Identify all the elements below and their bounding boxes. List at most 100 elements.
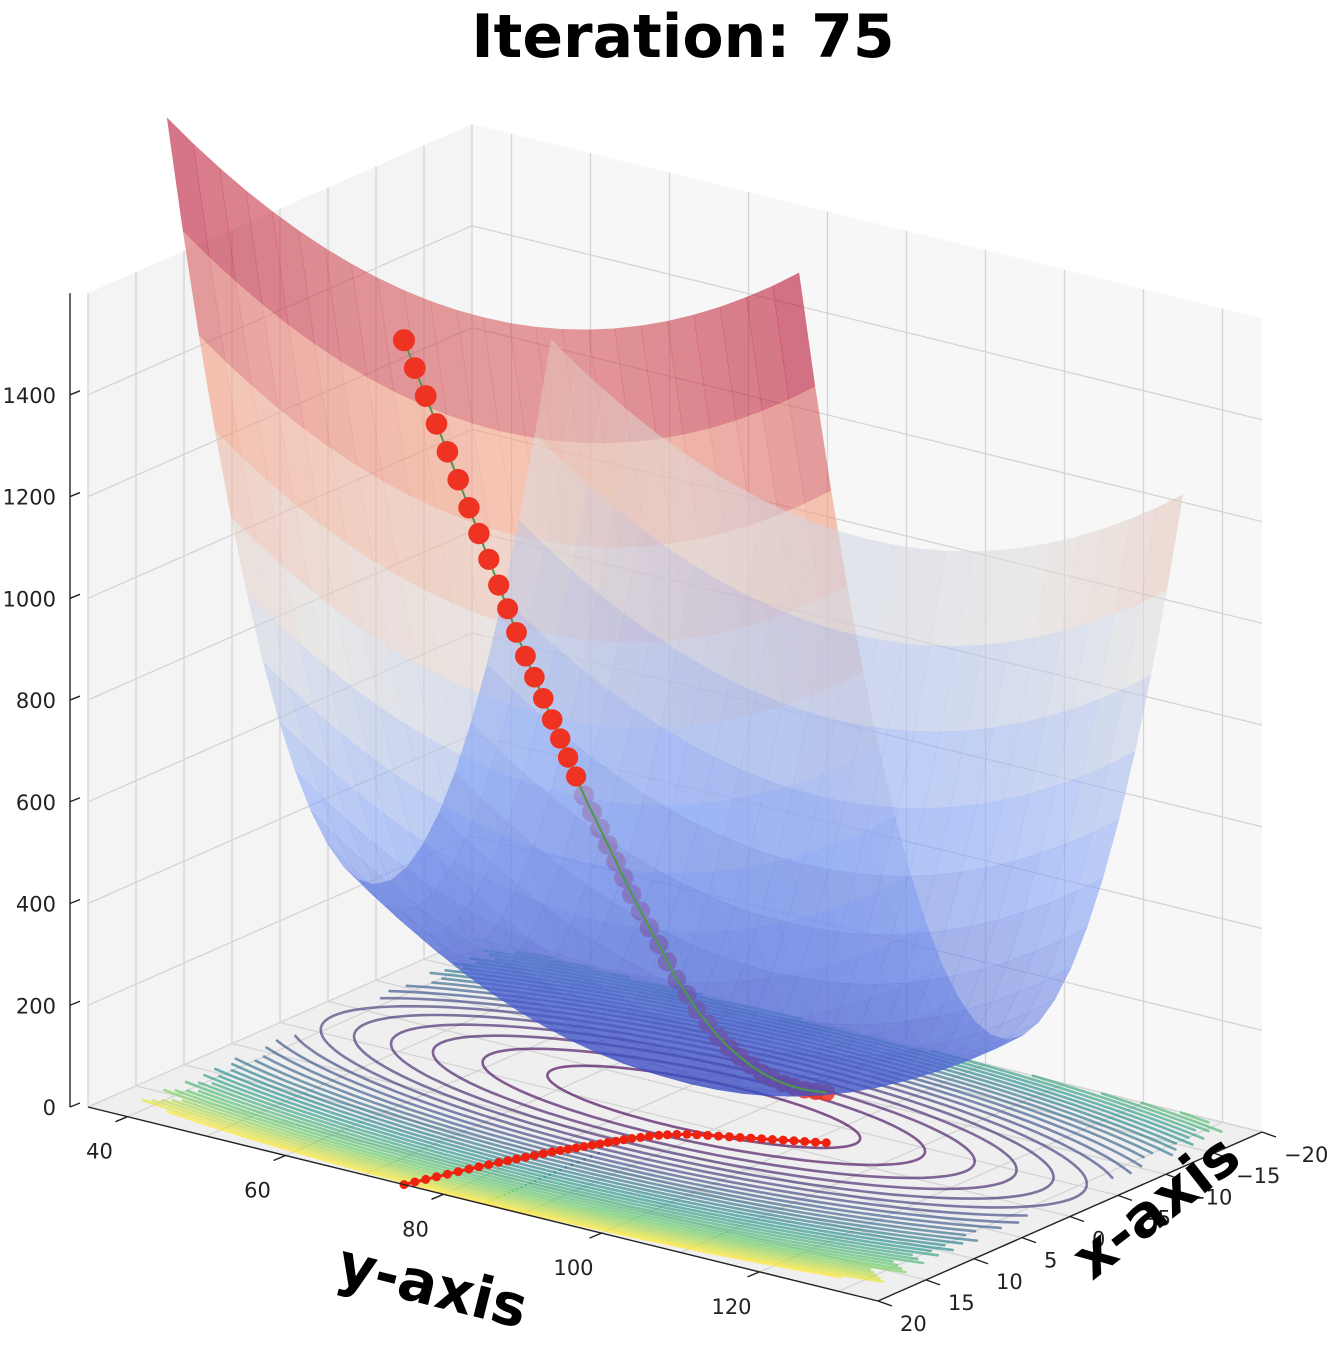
projected-path-point bbox=[724, 1132, 734, 1142]
x-tick-mark bbox=[925, 1279, 941, 1286]
contour-line bbox=[214, 1067, 552, 1176]
projected-path-point bbox=[512, 1154, 521, 1164]
contour-line bbox=[495, 1196, 878, 1277]
projected-path-point bbox=[432, 1172, 441, 1182]
contour-line bbox=[254, 1059, 574, 1167]
contour-line bbox=[524, 1183, 925, 1265]
contour-line bbox=[564, 1166, 979, 1242]
contour-line bbox=[203, 1073, 542, 1181]
contour-line bbox=[171, 1099, 503, 1198]
z-tick-label: 1200 bbox=[3, 486, 56, 510]
projected-path-point bbox=[789, 1136, 799, 1146]
z-tick-mark bbox=[69, 797, 81, 803]
contour-line bbox=[184, 1080, 528, 1187]
contour-line bbox=[538, 1177, 940, 1257]
trajectory-point bbox=[524, 666, 545, 688]
x-tick-mark bbox=[1213, 1152, 1229, 1159]
trajectory-point bbox=[403, 357, 426, 379]
projected-path-point bbox=[644, 1131, 654, 1141]
contour-line bbox=[491, 1198, 881, 1280]
contour-line bbox=[181, 1099, 507, 1196]
z-tick-label: 400 bbox=[16, 893, 56, 917]
contour-line bbox=[262, 1055, 580, 1164]
y-tick-mark bbox=[747, 1271, 760, 1278]
contour-line bbox=[166, 1110, 488, 1205]
projected-path-point bbox=[746, 1133, 756, 1143]
z-tick-mark bbox=[69, 593, 81, 599]
contour-line bbox=[230, 1062, 562, 1172]
projected-path-point bbox=[811, 1137, 820, 1147]
contour-line bbox=[293, 1034, 600, 1155]
contour-line bbox=[511, 1189, 903, 1270]
contour-line bbox=[275, 1039, 593, 1158]
x-tick-label: −15 bbox=[1236, 1164, 1280, 1188]
contour-line bbox=[218, 1074, 546, 1179]
contour-line bbox=[553, 1171, 946, 1247]
y-tick-mark bbox=[431, 1193, 444, 1200]
contour-line bbox=[520, 1185, 894, 1263]
projected-path-point bbox=[682, 1129, 692, 1139]
z-tick-label: 1000 bbox=[3, 587, 56, 611]
projected-path-point bbox=[421, 1174, 431, 1184]
x-tick-label: −10 bbox=[1188, 1185, 1232, 1209]
y-tick-label: 60 bbox=[244, 1179, 271, 1203]
trajectory-point bbox=[515, 645, 536, 667]
projected-path-point bbox=[494, 1157, 504, 1167]
projected-path-point bbox=[571, 1143, 581, 1153]
contour-line bbox=[570, 1163, 967, 1237]
projected-path bbox=[399, 1129, 831, 1190]
trajectory-front bbox=[393, 329, 827, 1094]
grid-line-x-floor bbox=[327, 1000, 1119, 1197]
projected-path-point bbox=[757, 1134, 767, 1144]
projected-path-point bbox=[579, 1142, 589, 1151]
projected-path-point bbox=[767, 1135, 777, 1144]
x-tick-label: 0 bbox=[1092, 1228, 1105, 1252]
x-tick-label: 20 bbox=[900, 1312, 927, 1336]
surface-patch bbox=[1140, 494, 1184, 603]
trajectory-point bbox=[468, 522, 490, 545]
trajectory-point bbox=[425, 413, 448, 435]
x-tick-label: 15 bbox=[948, 1291, 975, 1315]
projected-path-point bbox=[503, 1156, 513, 1166]
trajectory-point bbox=[414, 385, 437, 407]
y-tick-label: 40 bbox=[86, 1140, 113, 1164]
z-tick-label: 1400 bbox=[3, 384, 56, 408]
x-tick-mark bbox=[1021, 1236, 1037, 1244]
z-tick-label: 200 bbox=[16, 994, 56, 1018]
contour-line bbox=[488, 1199, 885, 1283]
trajectory-point bbox=[478, 548, 500, 570]
trajectory-point bbox=[447, 468, 470, 491]
x-tick-mark bbox=[1069, 1215, 1085, 1223]
contour-line bbox=[211, 1082, 537, 1183]
contour-line bbox=[528, 1181, 919, 1261]
trajectory-point bbox=[497, 598, 519, 620]
projected-path-point bbox=[587, 1140, 597, 1150]
projected-path-point bbox=[453, 1167, 463, 1177]
contour-line bbox=[548, 1173, 955, 1252]
z-tick-mark bbox=[69, 1102, 81, 1108]
x-tick-label: 10 bbox=[996, 1270, 1023, 1294]
projected-path-point bbox=[619, 1135, 629, 1145]
projected-path-point bbox=[603, 1138, 613, 1147]
contour-line bbox=[583, 1158, 1003, 1230]
y-tick-label: 80 bbox=[402, 1217, 429, 1241]
y-tick-label: 100 bbox=[553, 1256, 593, 1280]
contour-line bbox=[484, 1201, 844, 1279]
y-tick-mark bbox=[115, 1116, 128, 1123]
y-tick-label: 120 bbox=[711, 1295, 751, 1319]
trajectory-point bbox=[541, 709, 563, 730]
contour-line bbox=[230, 1069, 557, 1174]
contour-line bbox=[265, 1046, 586, 1161]
y-axis-label: y-axis bbox=[331, 1229, 535, 1342]
contour-line bbox=[234, 1057, 568, 1169]
trajectory-point bbox=[393, 329, 415, 352]
projected-path-point bbox=[555, 1146, 565, 1155]
projected-path-point bbox=[563, 1144, 573, 1154]
contour-line bbox=[503, 1193, 872, 1271]
projected-path-point bbox=[800, 1137, 810, 1146]
projected-path-point bbox=[662, 1130, 672, 1140]
projected-path-point bbox=[442, 1169, 452, 1179]
projected-path-point bbox=[547, 1147, 557, 1157]
